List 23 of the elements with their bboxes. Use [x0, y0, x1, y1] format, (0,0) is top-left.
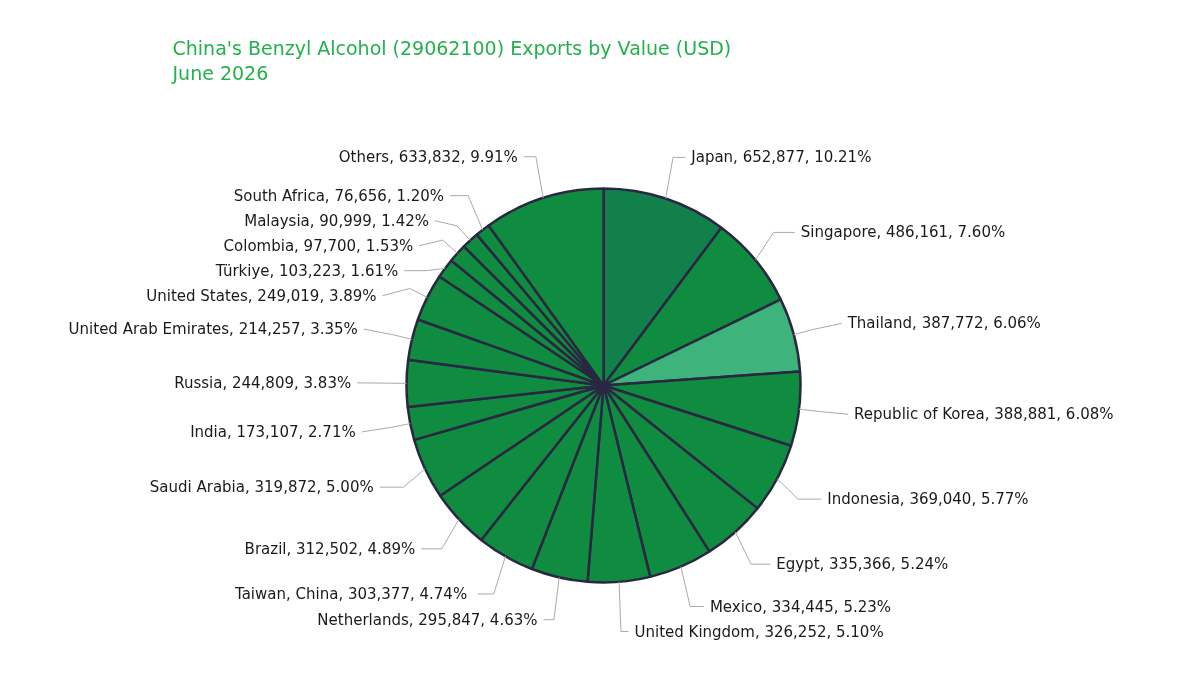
slice-label: Thailand, 387,772, 6.06%	[846, 314, 1041, 333]
slice-label: Brazil, 312,502, 4.89%	[244, 539, 416, 558]
slice-label: Russia, 244,809, 3.83%	[174, 373, 352, 392]
slice-label: Republic of Korea, 388,881, 6.08%	[854, 405, 1114, 424]
slice-label: South Africa, 76,656, 1.20%	[233, 186, 445, 205]
slice-label: United States, 249,019, 3.89%	[146, 286, 377, 305]
slice-label: United Arab Emirates, 214,257, 3.35%	[68, 320, 358, 339]
slice-label: Indonesia, 369,040, 5.77%	[827, 490, 1029, 509]
slice-label: Colombia, 97,700, 1.53%	[223, 236, 414, 255]
slice-label: Türkiye, 103,223, 1.61%	[214, 261, 399, 280]
slice-label: Netherlands, 295,847, 4.63%	[317, 610, 538, 629]
chart-subtitle: June 2026	[171, 61, 269, 84]
slice-label: Taiwan, China, 303,377, 4.74%	[233, 584, 468, 603]
slice-label: Mexico, 334,445, 5.23%	[709, 597, 892, 616]
slice-label: Others, 633,832, 9.91%	[338, 147, 518, 166]
slice-label: Japan, 652,877, 10.21%	[690, 148, 872, 167]
slice-label: United Kingdom, 326,252, 5.10%	[634, 622, 884, 641]
slice-label: Malaysia, 90,999, 1.42%	[244, 211, 429, 230]
slice-label: India, 173,107, 2.71%	[190, 422, 356, 441]
slice-label: Saudi Arabia, 319,872, 5.00%	[149, 478, 374, 497]
slice-label: Singapore, 486,161, 7.60%	[800, 223, 1006, 242]
slice-label: Egypt, 335,366, 5.24%	[776, 555, 949, 574]
chart-title: China's Benzyl Alcohol (29062100) Exports by Value (USD)	[172, 36, 732, 59]
